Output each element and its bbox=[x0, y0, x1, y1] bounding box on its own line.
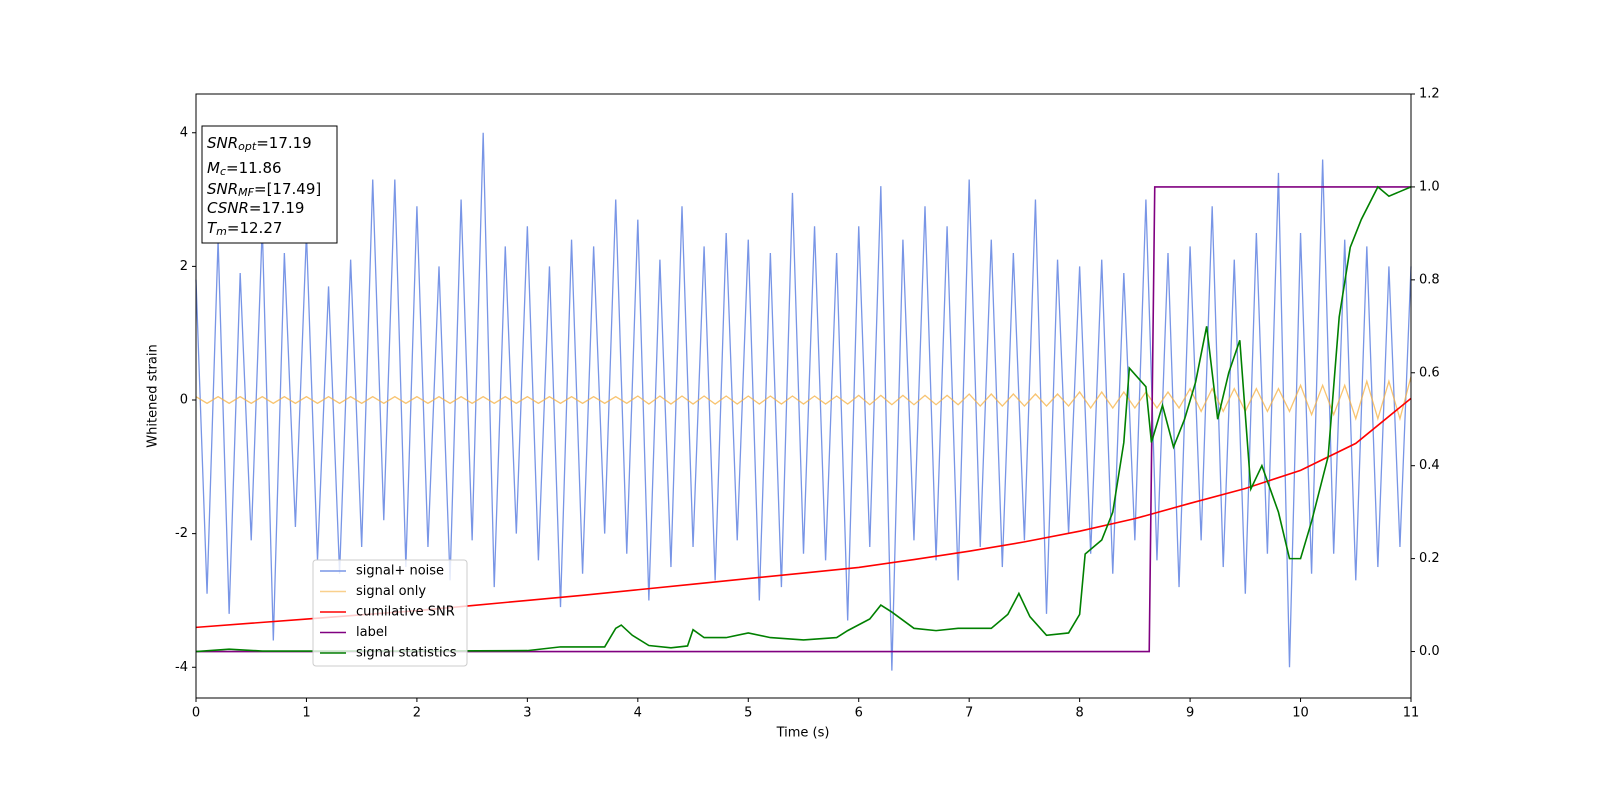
annotation-symbol: SNR bbox=[207, 180, 238, 198]
annotation-subscript: m bbox=[216, 225, 227, 238]
series-line bbox=[195, 185, 1412, 653]
legend-label: label bbox=[356, 625, 387, 640]
y2-tick-label: 0.0 bbox=[1419, 644, 1440, 659]
series-line bbox=[196, 186, 1411, 653]
annotation-subscript: c bbox=[220, 165, 226, 178]
legend-frame bbox=[312, 559, 468, 667]
x-tick-label: 5 bbox=[744, 706, 752, 721]
annotation-value: =17.19 bbox=[256, 134, 312, 152]
annotation-line: Mc=11.86 bbox=[207, 159, 282, 179]
y2-tick-label: 0.6 bbox=[1419, 365, 1440, 380]
x-tick-label: 4 bbox=[634, 706, 642, 721]
annotation-value: =12.27 bbox=[227, 219, 283, 237]
annotation-line: Tm=12.27 bbox=[207, 219, 282, 239]
annotation-box: SNRopt=17.19Mc=11.86SNRMF=[17.49]CSNR=17… bbox=[201, 125, 338, 244]
axes-frame bbox=[195, 93, 1412, 699]
annotation-line: SNRopt=17.19 bbox=[207, 134, 312, 154]
annotation-symbol: M bbox=[207, 159, 220, 177]
annotation-symbol: CSNR bbox=[207, 199, 249, 217]
legend-label: signal only bbox=[356, 584, 426, 599]
y2-tick-label: 1.0 bbox=[1419, 179, 1440, 194]
y-axis-label: Whitened strain bbox=[146, 344, 161, 447]
x-axis-label: Time (s) bbox=[776, 726, 830, 741]
legend-label: cumilative SNR bbox=[356, 605, 455, 620]
y-tick-label: 2 bbox=[180, 259, 188, 274]
y-tick-label: 4 bbox=[180, 125, 188, 140]
x-tick-label: 3 bbox=[523, 706, 531, 721]
y-tick-label: -2 bbox=[175, 526, 188, 541]
annotation-frame bbox=[201, 125, 338, 244]
annotation-value: =[17.49] bbox=[254, 180, 321, 198]
x-tick-label: 6 bbox=[855, 706, 863, 721]
x-tick-label: 11 bbox=[1403, 706, 1420, 721]
annotation-subscript: MF bbox=[238, 186, 254, 199]
legend-label: signal+ noise bbox=[356, 564, 444, 579]
annotation-subscript: opt bbox=[238, 140, 257, 153]
legend: signal+ noise signal only cumilative SNR la… bbox=[312, 559, 468, 667]
y2-tick-label: 0.2 bbox=[1419, 551, 1440, 566]
annotation-value: =11.86 bbox=[226, 159, 282, 177]
annotation-symbol: SNR bbox=[207, 134, 238, 152]
y2-tick-label: 0.8 bbox=[1419, 272, 1440, 287]
legend-label: signal statistics bbox=[356, 646, 457, 661]
series-line bbox=[195, 132, 1412, 671]
series-line bbox=[195, 376, 1412, 422]
x-tick-label: 9 bbox=[1186, 706, 1194, 721]
x-tick-label: 2 bbox=[413, 706, 421, 721]
annotation-value: =17.19 bbox=[249, 199, 305, 217]
x-tick-label: 0 bbox=[192, 706, 200, 721]
annotation-symbol: T bbox=[207, 219, 218, 237]
x-tick-label: 8 bbox=[1075, 706, 1083, 721]
y-tick-label: 0 bbox=[180, 393, 188, 408]
x-tick-label: 7 bbox=[965, 706, 973, 721]
y-tick-label: -4 bbox=[175, 660, 188, 675]
y2-tick-label: 1.2 bbox=[1419, 87, 1440, 102]
annotation-line: SNRMF=[17.49] bbox=[207, 180, 321, 200]
annotation-line: CSNR=17.19 bbox=[207, 199, 304, 217]
x-tick-label: 1 bbox=[302, 706, 310, 721]
y2-tick-label: 0.4 bbox=[1419, 458, 1440, 473]
x-tick-label: 10 bbox=[1292, 706, 1309, 721]
